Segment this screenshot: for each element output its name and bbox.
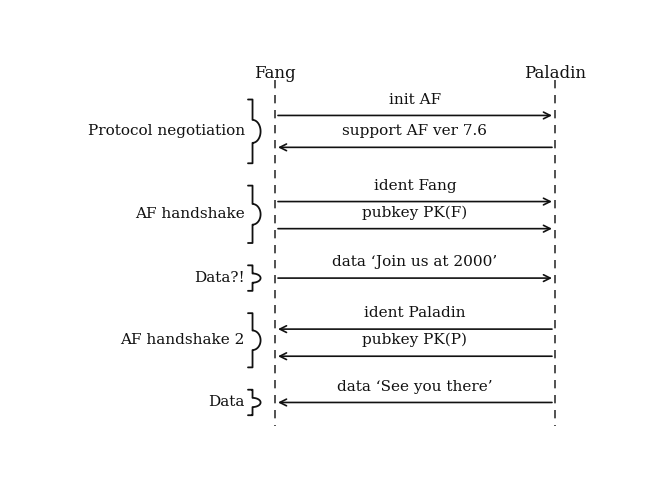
Text: pubkey PK(P): pubkey PK(P) <box>363 333 467 347</box>
Text: ident Fang: ident Fang <box>374 178 456 193</box>
Text: AF handshake: AF handshake <box>135 207 245 221</box>
Text: Protocol negotiation: Protocol negotiation <box>88 124 245 138</box>
Text: init AF: init AF <box>389 92 441 106</box>
Text: support AF ver 7.6: support AF ver 7.6 <box>343 124 488 138</box>
Text: pubkey PK(F): pubkey PK(F) <box>362 205 467 220</box>
Text: data ‘Join us at 2000’: data ‘Join us at 2000’ <box>332 255 498 269</box>
Text: Paladin: Paladin <box>524 66 586 83</box>
Text: AF handshake 2: AF handshake 2 <box>121 333 245 347</box>
Text: Fang: Fang <box>254 66 296 83</box>
Text: Data?!: Data?! <box>194 271 245 285</box>
Text: Data: Data <box>209 396 245 410</box>
Text: ident Paladin: ident Paladin <box>364 306 466 320</box>
Text: data ‘See you there’: data ‘See you there’ <box>337 380 493 394</box>
